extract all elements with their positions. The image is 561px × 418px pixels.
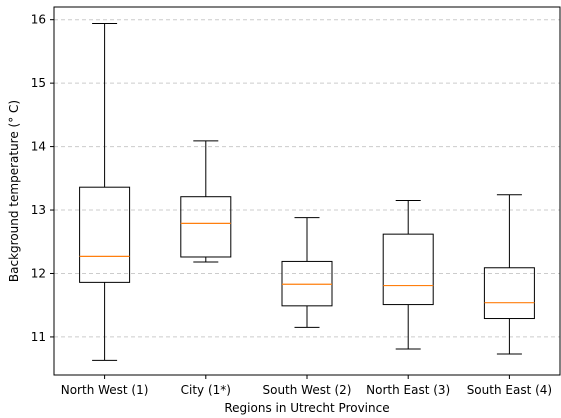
iqr-box xyxy=(180,196,232,258)
box-1 xyxy=(79,22,131,361)
y-axis: 11 12 13 14 15 16 xyxy=(31,13,54,344)
x-axis: North West (1) City (1*) South West (2) Nor… xyxy=(61,375,552,397)
iqr-box xyxy=(382,233,434,306)
x-tick-label: City (1*) xyxy=(181,383,231,397)
iqr-box xyxy=(483,267,535,320)
y-tick-label: 16 xyxy=(31,13,46,27)
iqr-box xyxy=(79,186,131,283)
y-tick-label: 11 xyxy=(31,330,46,344)
x-tick-label: South East (4) xyxy=(467,383,552,397)
y-axis-title: Background temperature (° C) xyxy=(7,100,21,282)
box-5 xyxy=(483,194,535,355)
x-tick-label: South West (2) xyxy=(262,383,351,397)
box-2 xyxy=(180,140,232,263)
iqr-box xyxy=(281,260,333,307)
box-4 xyxy=(382,200,434,350)
y-tick-label: 15 xyxy=(31,76,46,90)
y-tick-label: 12 xyxy=(31,266,46,280)
x-axis-title: Regions in Utrecht Province xyxy=(224,401,389,415)
y-tick-label: 13 xyxy=(31,203,46,217)
x-tick-label: North West (1) xyxy=(61,383,149,397)
box-3 xyxy=(281,217,333,328)
grid-lines xyxy=(54,19,560,338)
y-tick-label: 14 xyxy=(31,140,46,154)
box-plots xyxy=(79,22,535,361)
x-tick-label: North East (3) xyxy=(366,383,450,397)
